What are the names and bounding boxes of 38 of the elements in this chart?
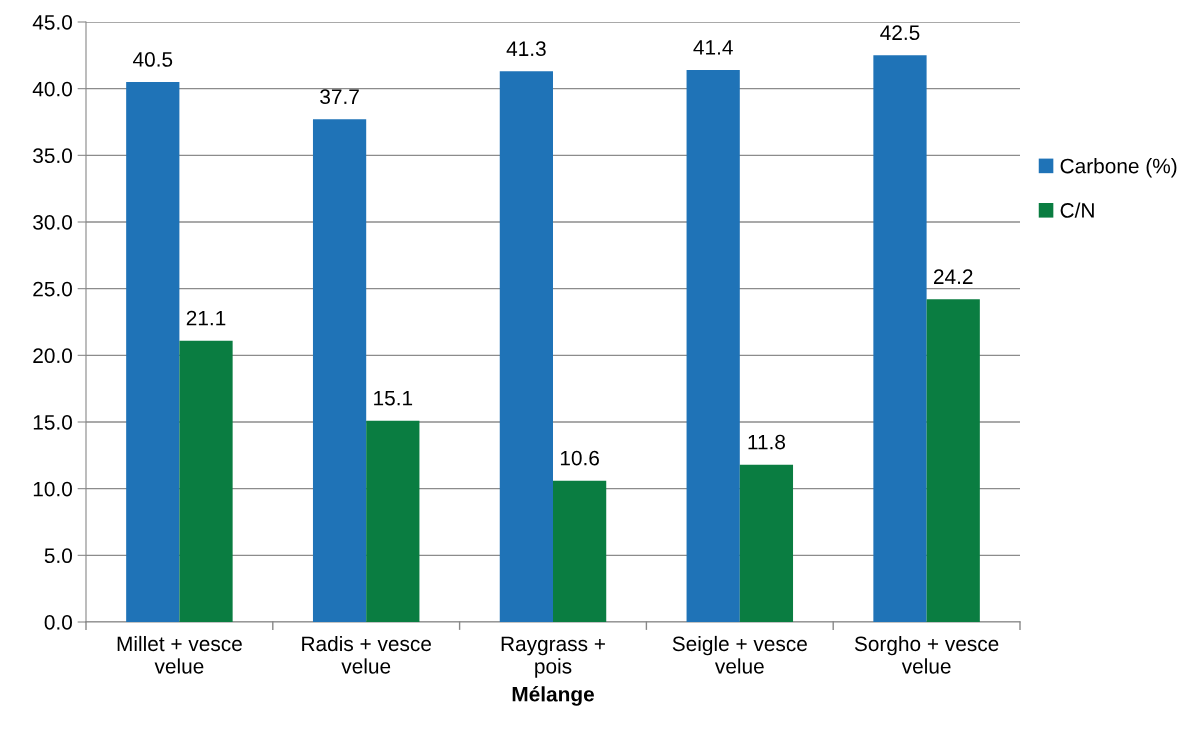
data-label: 11.8 — [748, 434, 786, 450]
bar — [873, 55, 927, 622]
bar — [739, 464, 794, 622]
bar — [366, 420, 420, 622]
data-label: 21.1 — [186, 310, 226, 326]
y-tick-label: 20.0 — [33, 348, 72, 364]
x-tick-label: Seigle + vesce velue — [672, 635, 807, 674]
y-tick-label: 10.0 — [33, 481, 72, 497]
data-label: 42.5 — [880, 25, 920, 41]
y-tick-label: 40.0 — [32, 81, 72, 97]
data-label: 41.3 — [506, 41, 546, 57]
y-tick-label: 0.0 — [44, 615, 72, 630]
bar — [686, 70, 740, 622]
y-tick-label: 45.0 — [32, 15, 72, 30]
data-label: 24.2 — [934, 269, 973, 284]
data-label: 10.6 — [560, 450, 599, 466]
bar — [499, 71, 553, 622]
y-tick-label: 35.0 — [33, 148, 72, 164]
x-tick-label: Raygrass + pois — [501, 636, 605, 678]
y-tick-label: 25.0 — [33, 281, 72, 297]
x-tick-label: Millet + vesce velue — [117, 635, 242, 674]
y-tick-label: 15.0 — [33, 415, 72, 430]
bar — [179, 340, 233, 622]
bar — [926, 299, 980, 622]
data-label: 41.4 — [693, 40, 733, 55]
data-label: 15.1 — [374, 390, 413, 406]
bar — [312, 119, 367, 622]
x-tick-label: Radis + vesce velue — [302, 635, 431, 674]
bar — [126, 82, 180, 622]
data-label: 40.5 — [132, 52, 173, 67]
data-label: 37.7 — [320, 89, 359, 105]
legend-label: C/N — [1060, 202, 1094, 218]
x-tick-label: Sorgho + vesce velue — [854, 635, 999, 674]
y-tick-label: 5.0 — [44, 548, 72, 564]
legend-label: Carbone (%) — [1060, 158, 1177, 178]
bar — [553, 480, 607, 622]
y-tick-label: 30.0 — [33, 215, 72, 230]
x-axis-title: Mélange — [512, 686, 594, 706]
